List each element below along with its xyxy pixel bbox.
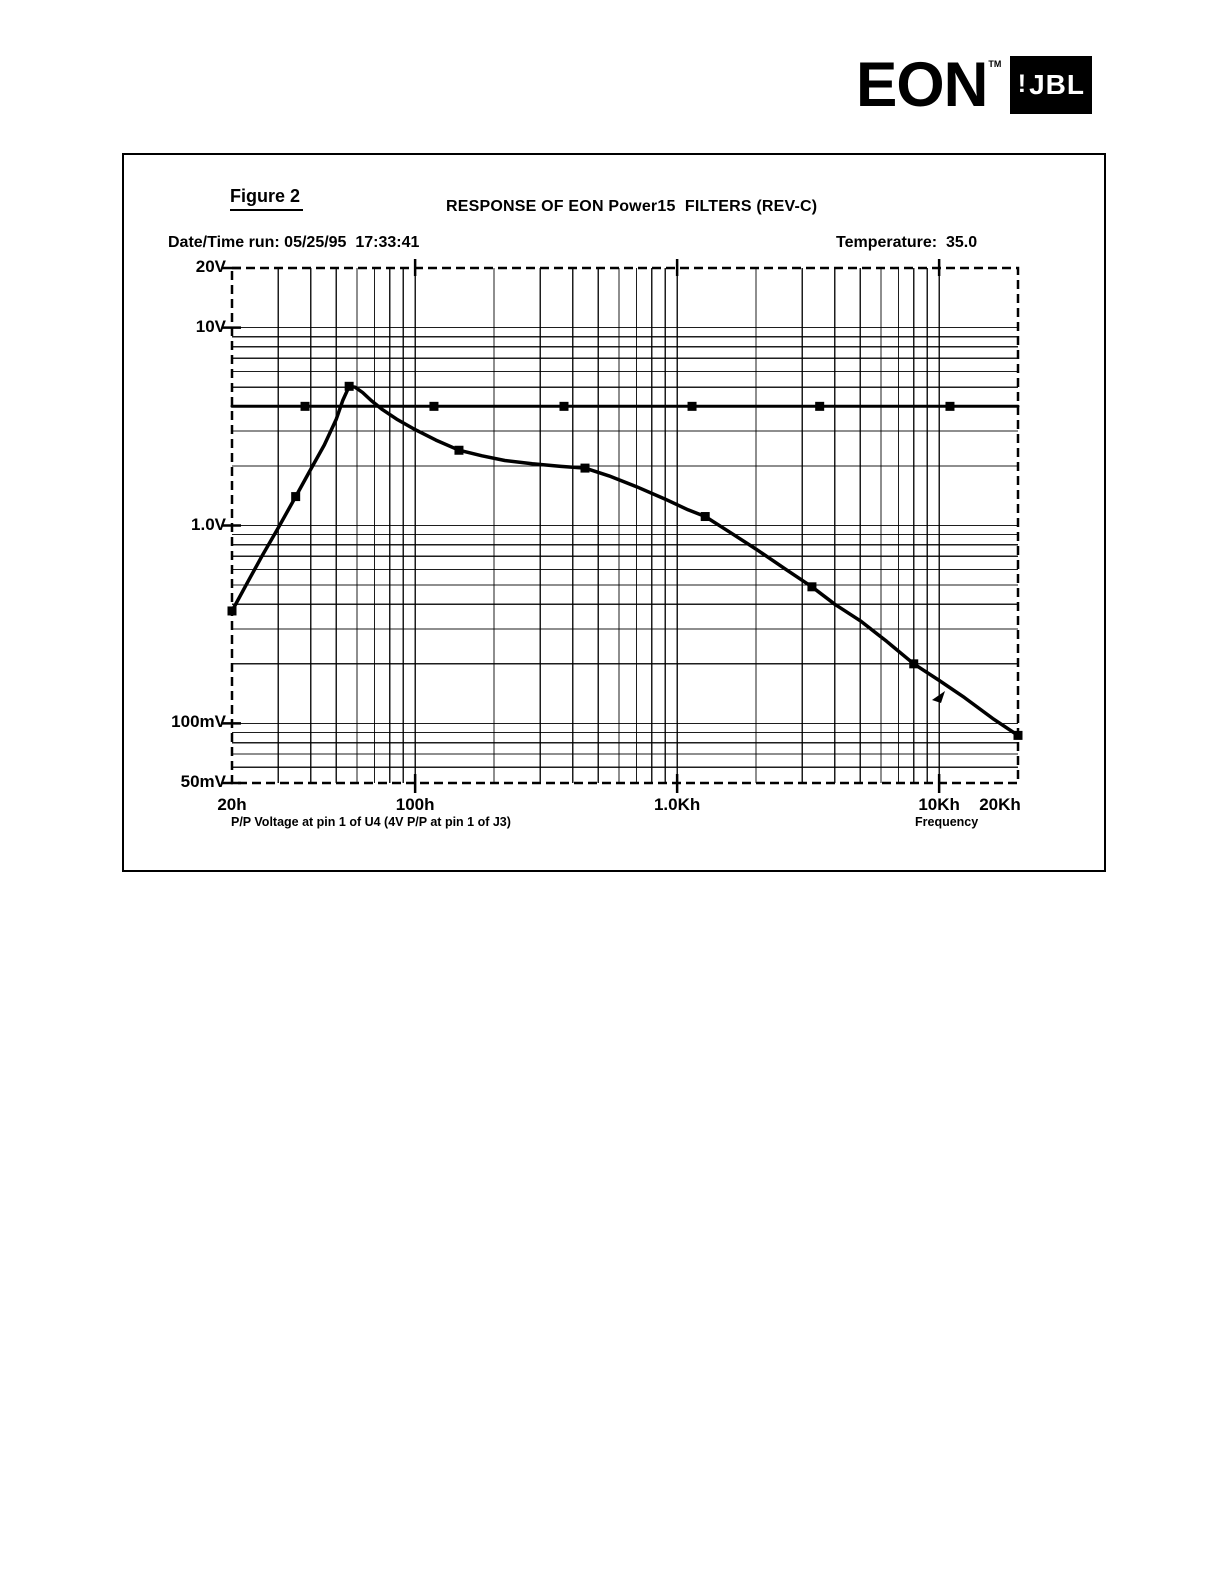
x-axis-label: 20h bbox=[217, 795, 247, 814]
input-reference-4V-marker bbox=[945, 401, 955, 411]
x-axis-caption: Frequency bbox=[915, 815, 979, 829]
x-axis-label: 20Kh bbox=[979, 795, 1021, 814]
y-axis-label: 50mV bbox=[180, 772, 226, 791]
x-axis-label: 1.0Kh bbox=[653, 795, 701, 814]
input-reference-4V-marker bbox=[429, 401, 439, 411]
y-axis-label: 10V bbox=[195, 316, 226, 336]
chart-title: RESPONSE OF EON Power15 FILTERS (REV-C) bbox=[446, 198, 818, 215]
jbl-exclamation-icon: ! bbox=[1017, 69, 1027, 98]
figure-label: Figure 2 bbox=[230, 186, 304, 211]
response-chart bbox=[222, 259, 1023, 793]
input-reference-4V-marker bbox=[300, 401, 310, 411]
filter-response-marker bbox=[344, 381, 354, 391]
print-artifact-mark bbox=[932, 691, 945, 703]
jbl-logo: ! JBL bbox=[1010, 56, 1093, 114]
brand-logo: EON TM ! JBL bbox=[856, 49, 1093, 121]
x-axis-label: 100h bbox=[395, 795, 435, 814]
figure-frame: Figure 2 RESPONSE OF EON Power15 FILTERS… bbox=[122, 153, 1106, 872]
y-axis-label: 100mV bbox=[171, 712, 226, 732]
filter-response-marker bbox=[291, 492, 301, 502]
temperature-label: Temperature: 35.0 bbox=[836, 234, 978, 251]
filter-response-marker bbox=[700, 512, 710, 522]
filter-response-marker bbox=[227, 606, 237, 616]
filter-response-curve bbox=[230, 384, 1020, 738]
eon-wordmark: EON bbox=[856, 49, 988, 121]
x-axis-label: 10Kh bbox=[918, 795, 960, 814]
y-axis-caption: P/P Voltage at pin 1 of U4 (4V P/P at pi… bbox=[231, 815, 511, 829]
input-reference-4V-marker bbox=[687, 401, 697, 411]
input-reference-4V-marker bbox=[815, 401, 825, 411]
trademark-symbol: TM bbox=[988, 59, 1002, 69]
eon-logo: EON TM bbox=[856, 49, 1002, 121]
filter-response-marker bbox=[1013, 730, 1023, 740]
jbl-wordmark: JBL bbox=[1029, 69, 1085, 100]
filter-response-marker bbox=[909, 659, 919, 669]
filter-response-marker bbox=[580, 463, 590, 473]
y-axis-label: 20V bbox=[195, 257, 226, 276]
filter-response-marker bbox=[454, 445, 464, 455]
input-reference-4V-marker bbox=[559, 401, 569, 411]
datetime-run-label: Date/Time run: 05/25/95 17:33:41 bbox=[168, 234, 420, 251]
y-axis-label: 1.0V bbox=[191, 514, 226, 534]
filter-response-marker bbox=[807, 582, 817, 592]
